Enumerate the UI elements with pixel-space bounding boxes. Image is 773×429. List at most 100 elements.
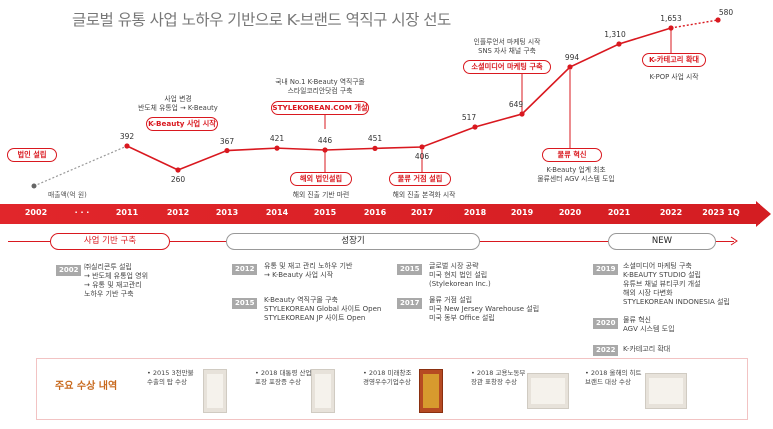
sales-value-label: 260 <box>170 175 186 184</box>
timeline-year: 2016 <box>363 208 387 217</box>
sales-point <box>668 25 674 31</box>
award-item: • 2018 올해의 히트 브랜드 대상 수상 <box>585 367 705 415</box>
sales-value-label: 451 <box>367 134 383 144</box>
timeline-year: 2018 <box>463 208 487 217</box>
event-kcategory: K-카테고리 확대 <box>642 53 706 67</box>
page-title: 글로벌 유통 사업 노하우 기반으로 K-브랜드 역직구 시장 선도 <box>72 11 451 29</box>
phase-line-left <box>8 241 50 242</box>
sales-point <box>519 111 525 117</box>
sales-value-label: 392 <box>119 132 135 141</box>
sales-point <box>616 41 622 47</box>
sales-point <box>419 144 425 150</box>
award-certificate-image <box>311 369 335 413</box>
sales-value-label: 517 <box>461 113 477 122</box>
event-logistics-innovation: 물류 혁신 <box>542 148 602 162</box>
sales-start-dotted-line <box>33 145 128 187</box>
sales-point <box>224 147 230 154</box>
sales-value-label: 421 <box>269 134 285 144</box>
sales-point <box>124 143 130 149</box>
history-year-2015b: 2015 <box>397 264 423 275</box>
sales-value-label: 580 <box>718 8 734 17</box>
history-text-2012: 유통 및 재고 관리 노하우 기반 → K-Beauty 사업 시작 <box>264 262 353 279</box>
phase-base: 사업 기반 구축 <box>50 233 170 250</box>
history-text-2015a: K-Beauty 역직구몰 구축 STYLEKOREAN Global 사이트 … <box>264 296 382 322</box>
award-certificate-image <box>645 373 687 409</box>
phase-growth: 성장기 <box>226 233 480 250</box>
phase-line-mid <box>170 241 226 242</box>
timeline-bar <box>0 204 760 224</box>
event-logistics-base: 물류 거점 설립 <box>389 172 451 186</box>
sales-start-point <box>31 183 37 189</box>
timeline-year: 2022 <box>659 208 683 217</box>
timeline-year: 2011 <box>115 208 139 217</box>
event-stylekorean-open: STYLEKOREAN.COM 개설 <box>271 101 369 115</box>
sales-line-chart <box>31 17 721 189</box>
timeline-year: 2012 <box>166 208 190 217</box>
event-logistics-note: 해외 진출 본격화 시작 <box>392 191 456 199</box>
history-text-2002: ㈜실리콘투 설립 → 반도체 유통업 영위 → 유통 및 재고관리 노하우 기반… <box>84 263 149 298</box>
award-text: • 2018 고용노동부 장관 표창장 수상 <box>471 369 526 386</box>
timeline-year: 2023 1Q <box>702 208 740 217</box>
event-kbeauty-start: K-Beauty 사업 시작 <box>146 117 218 131</box>
phase-line-right <box>480 241 608 242</box>
sales-point <box>175 167 181 173</box>
timeline-year: 2019 <box>510 208 534 217</box>
sales-point <box>715 17 721 23</box>
awards-title: 주요 수상 내역 <box>55 381 118 392</box>
sales-value-label: 367 <box>219 136 235 146</box>
phase-new: NEW <box>608 233 716 250</box>
award-text: • 2018 미래창조 경영우수기업수상 <box>363 369 412 386</box>
event-logistics-innovation-note: K-Beauty 업계 최초 물류센터 AGV 시스템 도입 <box>537 166 615 183</box>
history-year-2012: 2012 <box>232 264 258 275</box>
history-text-2015b: 글로벌 시장 공략 미국 현지 법인 설립 (Stylekorean Inc.) <box>429 262 491 288</box>
award-text: • 2015 3천만불 수출의 탑 수상 <box>147 369 194 386</box>
timeline-year: 2014 <box>265 208 289 217</box>
award-certificate-image <box>203 369 227 413</box>
sales-point <box>372 145 378 151</box>
award-item: • 2015 3천만불 수출의 탑 수상 <box>147 367 267 415</box>
phase-line-end <box>716 241 734 242</box>
award-item: • 2018 미래창조 경영우수기업수상 <box>363 367 483 415</box>
sales-unit-label: 매출액(억 원) <box>48 191 87 199</box>
phase-arrow-icon <box>730 236 738 246</box>
timeline-year: 2015 <box>313 208 337 217</box>
event-stylekorean-note: 국내 No.1 K-Beauty 역직구몰 스타일코리안닷컴 구축 <box>275 78 365 95</box>
sales-point <box>322 147 328 153</box>
sales-value-label: 1,653 <box>660 14 682 23</box>
sales-point <box>472 124 478 130</box>
award-item: • 2018 대통령 산업 포장 포장증 수상 <box>255 367 375 415</box>
history-year-2015a: 2015 <box>232 298 258 309</box>
event-kcategory-note: K-POP 사업 시작 <box>649 73 699 81</box>
award-plaque-image <box>419 369 443 413</box>
award-item: • 2018 고용노동부 장관 표창장 수상 <box>471 367 591 415</box>
award-text: • 2018 올해의 히트 브랜드 대상 수상 <box>585 369 642 386</box>
sales-value-label: 1,310 <box>604 30 626 39</box>
history-text-2019: 소셜미디어 마케팅 구축 K-BEAUTY STUDIO 설립 유튜브 채널 뷰… <box>623 262 730 306</box>
award-certificate-image <box>527 373 569 409</box>
history-year-2019: 2019 <box>593 264 619 275</box>
timeline-year: 2017 <box>410 208 434 217</box>
history-text-2022: K-카테고리 확대 <box>623 345 671 353</box>
sales-value-label: 446 <box>317 136 333 145</box>
sales-line <box>126 27 672 171</box>
history-text-2017: 물류 거점 설립 미국 New Jersey Warehouse 설립 미국 동… <box>429 296 540 322</box>
sales-point <box>567 64 573 70</box>
sales-point <box>274 145 280 151</box>
sales-value-label: 649 <box>508 100 524 109</box>
event-founding: 법인 설립 <box>7 148 57 162</box>
history-year-2017: 2017 <box>397 298 423 309</box>
history-text-2020: 물류 혁신 AGV 시스템 도입 <box>623 316 675 333</box>
awards-panel: 주요 수상 내역 • 2015 3천만불 수출의 탑 수상 • 2018 대통령… <box>36 358 748 420</box>
history-year-2002: 2002 <box>56 265 82 276</box>
timeline-year: · · · <box>74 208 90 217</box>
sales-value-label: 994 <box>564 53 580 62</box>
timeline-year: 2002 <box>24 208 48 217</box>
event-overseas-note: 해외 진출 기반 마련 <box>292 191 350 199</box>
event-social-marketing: 소셜미디어 마케팅 구축 <box>463 60 551 74</box>
timeline-year: 2013 <box>215 208 239 217</box>
timeline-year: 2020 <box>558 208 582 217</box>
award-text: • 2018 대통령 산업 포장 포장증 수상 <box>255 369 312 386</box>
history-year-2020: 2020 <box>593 318 619 329</box>
timeline-arrow-icon <box>756 201 771 227</box>
event-social-note: 인플루언서 마케팅 시작 SNS 자사 채널 구축 <box>473 38 541 55</box>
